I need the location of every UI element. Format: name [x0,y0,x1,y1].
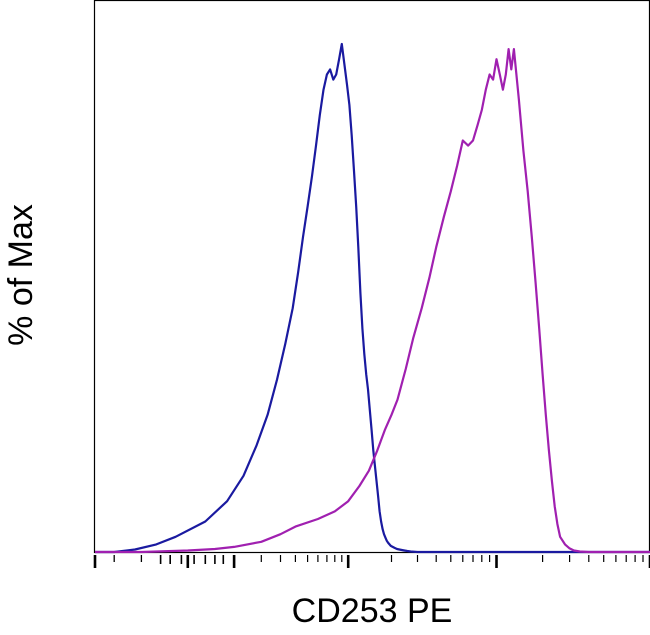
plot-frame [93,0,650,554]
x-axis-ticks [93,555,650,568]
x-axis-title: CD253 PE [292,592,453,630]
series-line-2 [95,48,650,554]
y-axis-title: % of Max [2,204,40,346]
series-layer [95,42,650,554]
series-line-1 [95,42,650,554]
